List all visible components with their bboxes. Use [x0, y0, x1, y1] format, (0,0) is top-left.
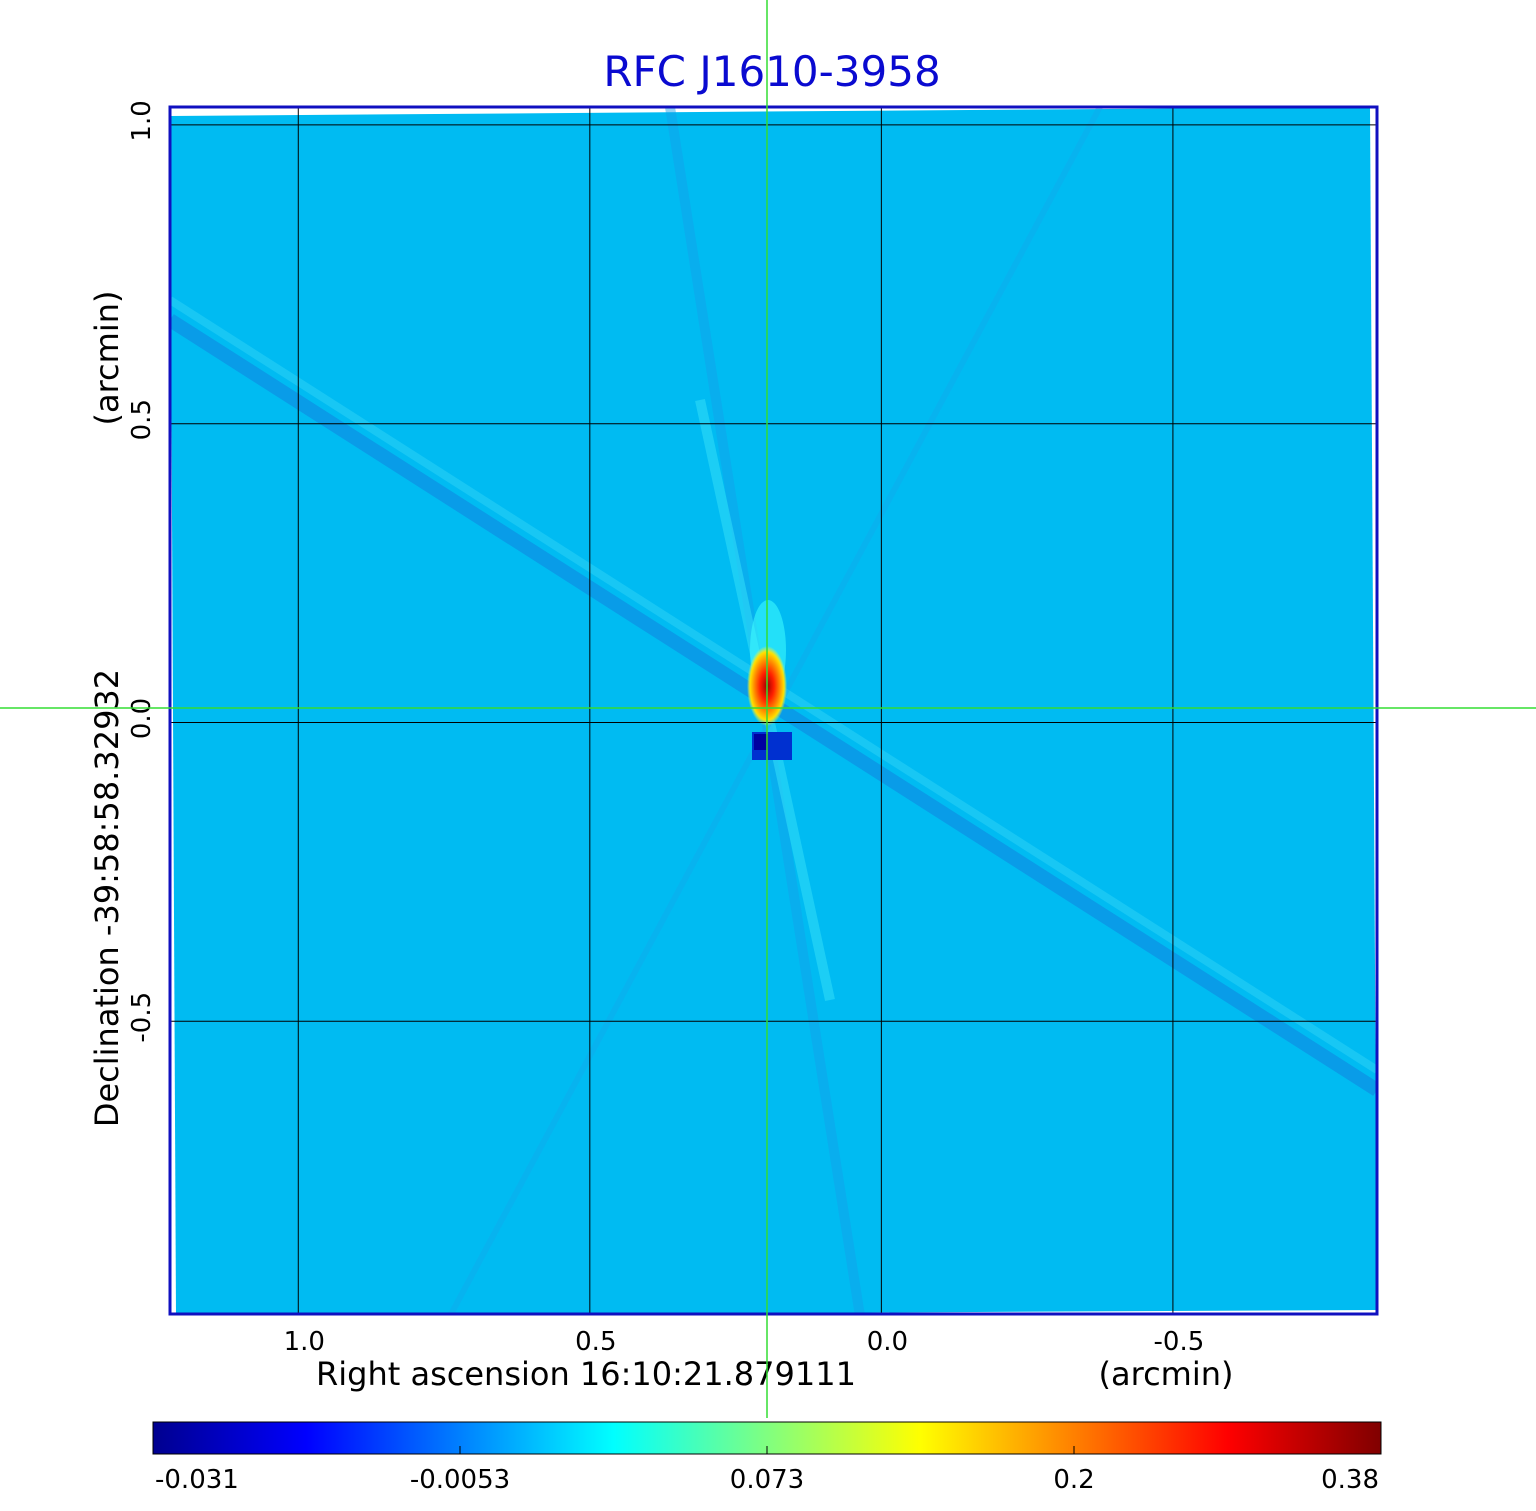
colorbar-tick-label: -0.031 — [155, 1465, 239, 1495]
colorbar-tick-labels: -0.031 -0.0053 0.073 0.2 0.38 — [152, 1446, 1382, 1495]
x-tick-labels: 1.0 0.5 0.0 -0.5 — [284, 1327, 1205, 1357]
y-tick-label: 0.0 — [127, 698, 157, 739]
chart-title: RFC J1610-3958 — [603, 47, 940, 96]
image-field — [170, 107, 1377, 1314]
x-tick-label: 1.0 — [284, 1327, 325, 1357]
x-tick-label: -0.5 — [1154, 1327, 1205, 1357]
plot-frame — [168, 105, 1379, 1316]
coordinate-grid — [170, 107, 1377, 1314]
y-tick-label: 1.0 — [127, 100, 157, 141]
y-tick-labels: 1.0 0.5 0.0 -0.5 — [127, 100, 157, 1042]
colorbar-tick-label: 0.073 — [730, 1465, 804, 1495]
x-tick-label: 0.0 — [867, 1327, 908, 1357]
negative-lobe-core — [754, 734, 768, 750]
x-axis-label: Right ascension 16:10:21.879111 — [316, 1355, 856, 1393]
y-axis-label: Declination -39:58:58.32932 — [88, 669, 126, 1127]
colorbar-tick-label: -0.0053 — [410, 1465, 510, 1495]
y-tick-label: 0.5 — [127, 399, 157, 440]
colorbar-tick-label: 0.38 — [1321, 1465, 1379, 1495]
x-tick-label: 0.5 — [575, 1327, 616, 1357]
y-axis-unit: (arcmin) — [88, 291, 126, 426]
y-tick-label: -0.5 — [127, 992, 157, 1043]
colorbar-tick-label: 0.2 — [1053, 1465, 1094, 1495]
x-axis-unit: (arcmin) — [1099, 1355, 1234, 1393]
